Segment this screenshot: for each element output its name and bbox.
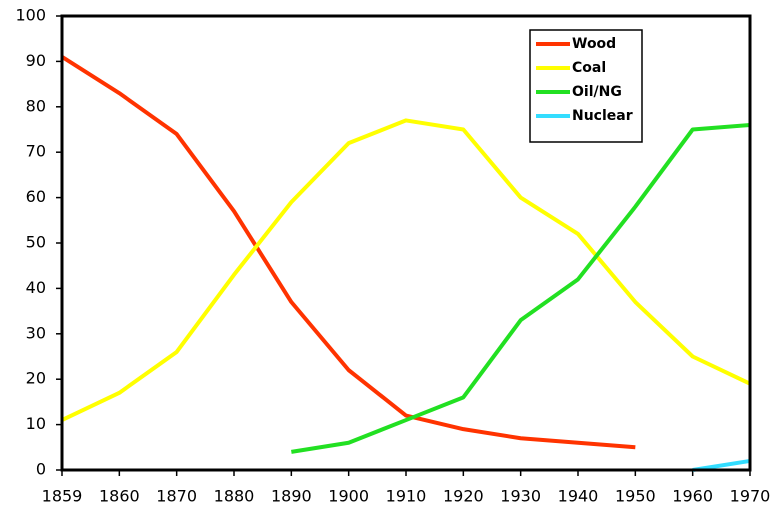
legend-box [529, 29, 643, 143]
series-line [692, 458, 751, 472]
x-tick-label: 1940 [558, 487, 599, 506]
y-tick-label: 100 [15, 6, 46, 25]
x-tick-label: 1910 [386, 487, 427, 506]
x-tick-label: 1859 [42, 487, 83, 506]
x-tick-label: 1890 [271, 487, 312, 506]
plot-border [60, 14, 752, 472]
x-tick-label: 1930 [500, 487, 541, 506]
x-tick-label: 1970 [730, 487, 771, 506]
y-tick-label: 70 [26, 142, 46, 161]
y-tick-label: 0 [36, 460, 46, 479]
x-tick-label: 1900 [328, 487, 369, 506]
y-tick-label: 90 [26, 51, 46, 70]
legend-label: Coal [572, 60, 606, 76]
series-line [60, 55, 636, 450]
y-tick-label: 60 [26, 187, 46, 206]
legend-label: Oil/NG [572, 84, 622, 100]
legend-label: Wood [572, 36, 616, 52]
y-tick-label: 10 [26, 414, 46, 433]
legend-label: Nuclear [572, 108, 633, 124]
x-tick-label: 1870 [156, 487, 197, 506]
x-tick-label: 1880 [214, 487, 255, 506]
y-tick-label: 20 [26, 369, 46, 388]
x-tick-label: 1960 [672, 487, 713, 506]
y-tick-label: 80 [26, 96, 46, 115]
series-line [61, 118, 751, 422]
y-tick-label: 30 [26, 323, 46, 342]
series-line [291, 122, 751, 454]
x-tick-label: 1860 [99, 487, 140, 506]
x-tick-label: 1920 [443, 487, 484, 506]
x-tick-label: 1950 [615, 487, 656, 506]
y-tick-label: 40 [26, 278, 46, 297]
y-tick-label: 50 [26, 233, 46, 252]
